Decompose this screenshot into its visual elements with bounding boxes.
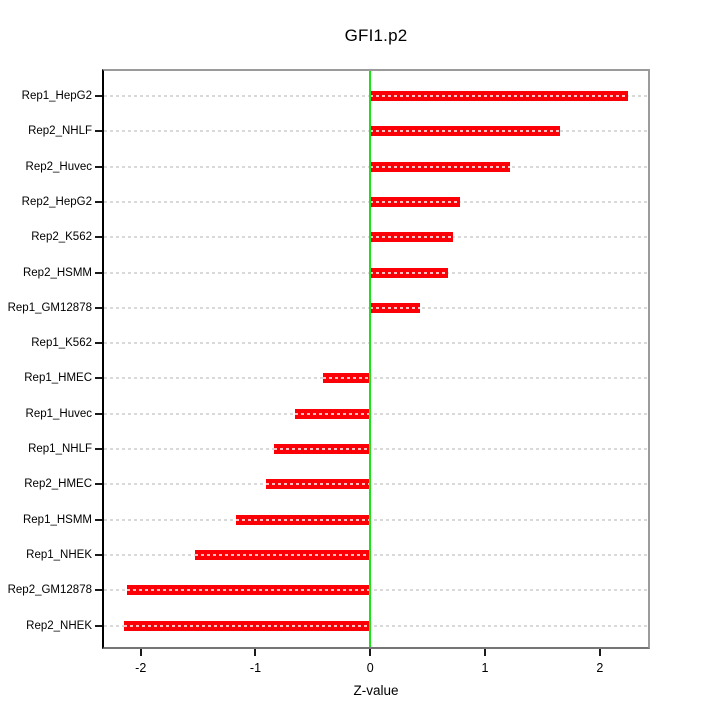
- x-axis-tick: [254, 649, 257, 656]
- y-axis-label-Rep2_GM12878: Rep2_GM12878: [7, 584, 92, 597]
- bar-dash-overlay: [370, 130, 560, 133]
- y-axis-tick: [95, 200, 102, 203]
- bar-Rep2_NHLF: [370, 126, 560, 137]
- category-gridline: [104, 624, 648, 627]
- y-axis-tick: [95, 95, 102, 97]
- y-axis-label-Rep2_NHEK: Rep2_NHEK: [26, 619, 92, 632]
- bar-Rep2_HMEC: [265, 479, 371, 490]
- y-axis-label-Rep1_Huvec: Rep1_Huvec: [25, 407, 92, 420]
- y-axis-label-Rep1_GM12878: Rep1_GM12878: [7, 301, 92, 314]
- plot-area: [102, 69, 650, 649]
- bar-Rep1_HSMM: [235, 514, 371, 525]
- category-gridline: [104, 377, 648, 380]
- bar-Rep2_Huvec: [370, 161, 511, 172]
- bar-Rep2_HSMM: [370, 267, 449, 278]
- zero-reference-line: [369, 71, 372, 647]
- bar-dash-overlay: [123, 624, 371, 627]
- x-axis-title: Z-value: [353, 683, 399, 698]
- y-axis-label-Rep2_HepG2: Rep2_HepG2: [21, 195, 92, 208]
- y-axis-tick: [95, 518, 102, 521]
- y-axis-label-Rep1_HSMM: Rep1_HSMM: [22, 513, 92, 526]
- category-gridline: [104, 412, 648, 415]
- y-axis-tick: [95, 589, 102, 592]
- bar-Rep2_NHEK: [123, 620, 371, 631]
- bar-Rep2_GM12878: [126, 585, 371, 596]
- bar-dash-overlay: [294, 412, 371, 415]
- bar-dash-overlay: [194, 553, 371, 556]
- plot-inner: [104, 71, 648, 647]
- x-axis-tick-label: -1: [249, 661, 262, 675]
- y-axis-label-Rep1_HepG2: Rep1_HepG2: [21, 90, 92, 102]
- x-axis-tick-label: 2: [596, 661, 604, 675]
- y-axis-tick: [95, 448, 102, 450]
- x-axis-tick-label: 1: [481, 661, 489, 675]
- x-axis-tick-label: -2: [135, 661, 147, 675]
- y-axis-tick: [95, 483, 102, 486]
- bar-Rep1_Huvec: [294, 408, 371, 419]
- y-axis-tick: [95, 624, 102, 627]
- bar-dash-overlay: [370, 95, 629, 97]
- bar-dash-overlay: [235, 518, 371, 521]
- y-axis-tick: [95, 553, 102, 556]
- y-axis-tick: [95, 412, 102, 415]
- bar-dash-overlay: [265, 483, 371, 486]
- y-axis-tick: [95, 165, 102, 168]
- x-axis-tick: [369, 649, 372, 656]
- category-gridline: [104, 342, 648, 345]
- y-axis-tick: [95, 342, 102, 345]
- y-axis-label-Rep2_HMEC: Rep2_HMEC: [24, 478, 92, 491]
- category-gridline: [104, 448, 648, 450]
- bar-Rep2_K562: [370, 232, 453, 243]
- category-gridline: [104, 589, 648, 592]
- y-axis-label-Rep2_Huvec: Rep2_Huvec: [25, 160, 92, 173]
- bar-dash-overlay: [126, 589, 371, 592]
- y-axis-label-Rep1_HMEC: Rep1_HMEC: [24, 372, 92, 385]
- bar-dash-overlay: [370, 271, 449, 274]
- bar-Rep1_HepG2: [370, 91, 629, 101]
- y-axis-tick: [95, 271, 102, 274]
- bar-dash-overlay: [370, 236, 453, 239]
- bar-Rep2_HepG2: [370, 196, 460, 207]
- y-axis-label-Rep1_NHLF: Rep1_NHLF: [28, 443, 92, 455]
- bar-dash-overlay: [370, 200, 460, 203]
- y-axis-tick: [95, 377, 102, 380]
- bar-dash-overlay: [370, 306, 420, 309]
- bar-dash-overlay: [323, 377, 371, 380]
- y-axis-tick: [95, 236, 102, 239]
- x-axis-tick-label: 0: [366, 661, 374, 675]
- x-axis-tick: [139, 649, 142, 656]
- bar-Rep1_NHEK: [194, 549, 371, 560]
- y-axis-label-Rep1_NHEK: Rep1_NHEK: [26, 548, 92, 561]
- y-axis-label-Rep2_K562: Rep2_K562: [31, 231, 92, 244]
- chart-title: GFI1.p2: [344, 26, 408, 45]
- bar-Rep1_HMEC: [323, 373, 371, 384]
- bar-Rep1_GM12878: [370, 302, 420, 313]
- category-gridline: [104, 553, 648, 556]
- bar-Rep1_NHLF: [273, 444, 371, 454]
- x-axis-tick: [484, 649, 487, 656]
- y-axis-tick: [95, 306, 102, 309]
- bar-dash-overlay: [273, 448, 371, 450]
- y-axis-label-Rep1_K562: Rep1_K562: [31, 337, 92, 350]
- y-axis-label-Rep2_NHLF: Rep2_NHLF: [28, 125, 92, 138]
- x-axis-tick: [598, 649, 601, 656]
- bar-dash-overlay: [370, 165, 511, 168]
- y-axis-tick: [95, 130, 102, 133]
- category-gridline: [104, 518, 648, 521]
- y-axis-label-Rep2_HSMM: Rep2_HSMM: [22, 266, 92, 279]
- category-gridline: [104, 483, 648, 486]
